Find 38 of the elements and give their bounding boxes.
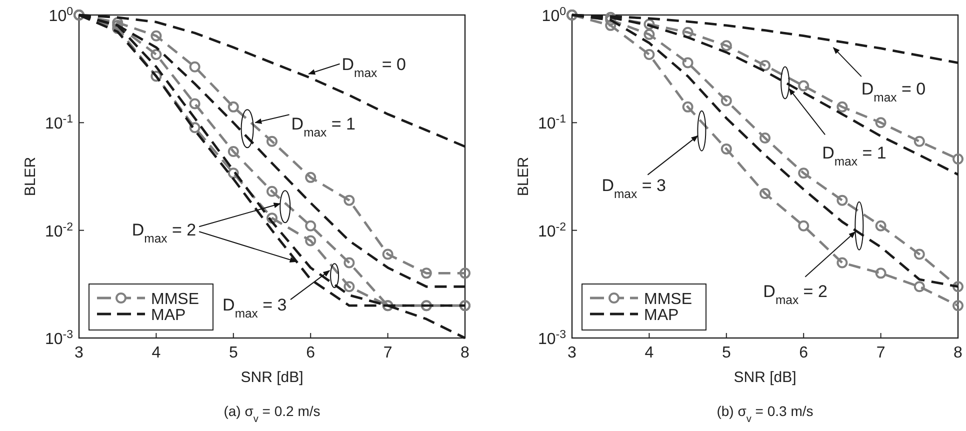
x-axis-title: SNR [dB]: [240, 369, 304, 386]
y-tick-label: 10$^{-3}$: [538, 329, 566, 348]
x-tick-label: 6: [306, 344, 316, 362]
x-tick-label: 4: [152, 344, 161, 362]
y-tick-label: 10$^{-2}$: [44, 221, 73, 240]
y-tick-label: 10$^{-1}$: [538, 114, 566, 133]
y-tick-label: 10$^{-2}$: [538, 221, 566, 240]
y-tick-label: 10$^{0}$: [542, 6, 566, 25]
legend-label: MMSE: [151, 291, 199, 308]
legend-label: MAP: [644, 307, 679, 324]
legend-label: MAP: [151, 307, 186, 324]
annotation: D$_{max}$ = 3: [222, 296, 287, 321]
annotation: D$_{max}$ = 2: [763, 282, 828, 307]
annotation: D$_{max}$ = 1: [822, 144, 886, 169]
annotation: D$_{max}$ = 0: [861, 80, 926, 105]
y-tick-label: 10$^{-3}$: [44, 329, 73, 348]
text: (a) σ$_{v}$ = 0.2 m/s: [224, 403, 320, 424]
annotation: D$_{max}$ = 2: [132, 220, 196, 246]
x-tick-label: 7: [876, 344, 886, 362]
x-tick-label: 7: [383, 344, 392, 362]
y-axis-title: BLER: [22, 156, 39, 196]
annotation: D$_{max}$ = 3: [602, 176, 666, 201]
x-tick-label: 6: [799, 344, 808, 362]
legend-label: MMSE: [644, 291, 692, 308]
x-axis-title: SNR [dB]: [734, 369, 796, 386]
y-axis-title: BLER: [515, 156, 532, 196]
x-tick-label: 8: [954, 344, 963, 362]
x-tick-label: 5: [722, 344, 731, 362]
x-tick-label: 3: [74, 344, 84, 362]
y-tick-label: 10$^{0}$: [48, 6, 73, 25]
annotation: D$_{max}$ = 1: [291, 114, 356, 140]
text: (b) σ$_{v}$ = 0.3 m/s: [716, 403, 814, 424]
x-tick-label: 5: [228, 344, 238, 362]
x-tick-label: 3: [568, 344, 577, 362]
x-tick-label: 8: [460, 344, 470, 362]
y-tick-label: 10$^{-1}$: [44, 114, 73, 133]
annotation: D$_{max}$ = 0: [342, 54, 406, 80]
x-tick-label: 4: [644, 344, 654, 362]
